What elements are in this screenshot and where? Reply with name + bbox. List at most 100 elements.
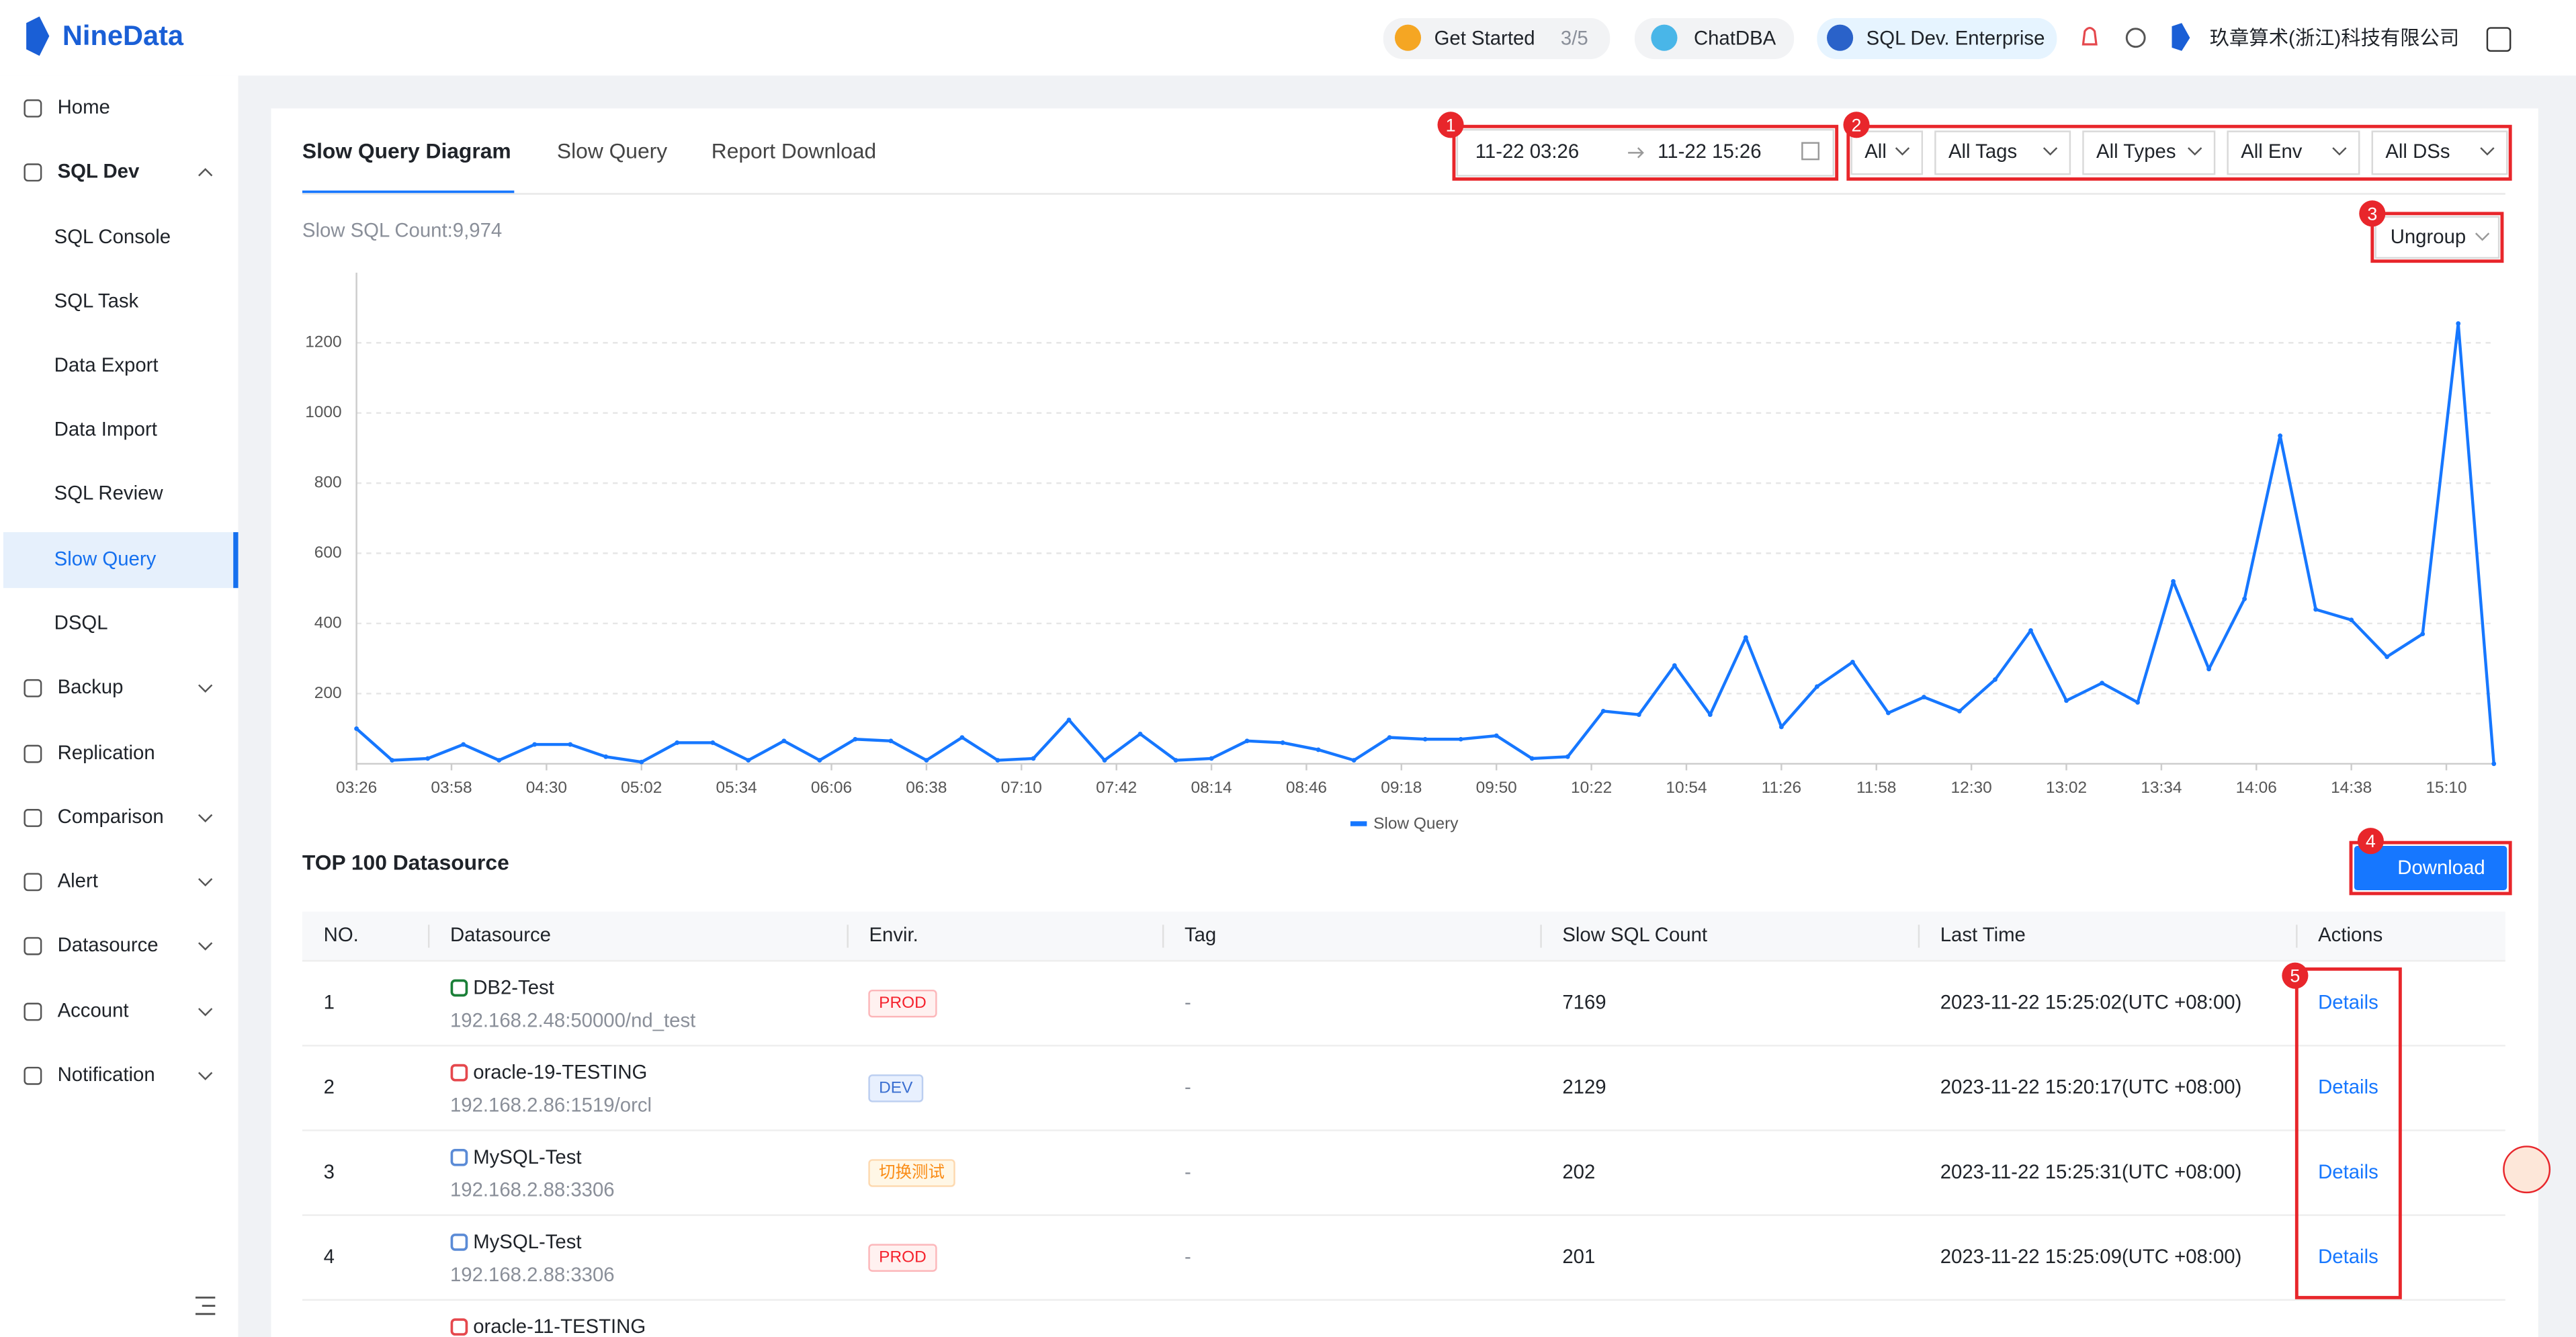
menu-item[interactable]: Datasource	[58, 934, 159, 956]
tab[interactable]: Slow Query Diagram	[302, 139, 511, 163]
chevron	[198, 168, 213, 177]
cell-time: 2023-11-22 15:20:17(UTC +08:00)	[1940, 1076, 2242, 1098]
menu-item[interactable]: Alert	[58, 870, 98, 892]
start-date[interactable]: 11-22 03:26	[1475, 140, 1579, 163]
menu-item[interactable]: SQL Task	[54, 290, 139, 312]
chevron	[198, 684, 213, 693]
download-button[interactable]	[2354, 846, 2507, 891]
cell-no: 2	[324, 1076, 335, 1098]
y-tick-label: 1000	[305, 403, 341, 421]
menu-item[interactable]: SQL Review	[54, 482, 164, 505]
group-select[interactable]	[2374, 216, 2500, 259]
menu-item[interactable]: SQL Dev	[58, 160, 140, 182]
get-started-button[interactable]	[1383, 17, 1611, 60]
datasource-name[interactable]: MySQL-Test	[473, 1231, 581, 1253]
edition-label: SQL Dev. Enterprise	[1866, 27, 2045, 49]
language-icon[interactable]	[2486, 27, 2511, 52]
company[interactable]: 玖章算术(浙江)科技有限公司	[2210, 27, 2460, 49]
point	[1707, 712, 1713, 718]
point	[710, 740, 716, 745]
cell-count: 201	[1562, 1246, 1595, 1268]
menu-item[interactable]: Backup	[58, 676, 124, 698]
menu-item[interactable]: DSQL	[54, 612, 108, 634]
datasource-name[interactable]: DB2-Test	[473, 976, 554, 998]
datasource-name[interactable]: oracle-19-TESTING	[473, 1062, 647, 1084]
cell-tag: -	[1185, 991, 1191, 1013]
cell-tag: -	[1185, 1246, 1191, 1268]
point	[888, 738, 894, 744]
point	[1173, 758, 1178, 763]
cell-no: 1	[324, 991, 335, 1013]
menu-item[interactable]: SQL Console	[54, 226, 171, 248]
highlight-box	[1846, 124, 2512, 181]
annotation-marker	[1437, 112, 1464, 138]
datasource-name[interactable]: oracle-11-TESTING	[473, 1316, 646, 1337]
cell-count: 7169	[1562, 991, 1606, 1013]
chevron	[2188, 147, 2202, 156]
menu-item[interactable]: Account	[58, 1000, 129, 1022]
bell-icon[interactable]	[2081, 26, 2098, 46]
point	[817, 758, 822, 763]
progress: 3/5	[1561, 27, 1588, 49]
menu-item[interactable]: Notification	[58, 1064, 155, 1086]
cell-time: 2023-11-22 15:25:31(UTC +08:00)	[1940, 1161, 2242, 1183]
datasource-address: 192.168.2.48:50000/nd_test	[450, 1009, 695, 1031]
tab[interactable]: Slow Query	[557, 139, 667, 163]
menu-item[interactable]: Data Export	[54, 354, 159, 376]
details-link[interactable]: Details	[2318, 1246, 2378, 1268]
point	[425, 756, 431, 761]
x-tick-label: 06:06	[811, 779, 852, 797]
details-link[interactable]: Details	[2318, 1076, 2378, 1098]
x-tick-label: 04:30	[526, 779, 567, 797]
cell-time: 2023-11-22 15:25:02(UTC +08:00)	[1940, 991, 2242, 1013]
collapse-icon[interactable]	[195, 1296, 216, 1316]
cell-no: 3	[324, 1161, 335, 1183]
menu-icon	[24, 99, 42, 118]
point	[2100, 681, 2104, 686]
menu-icon	[24, 744, 42, 763]
assistant-avatar[interactable]	[2503, 1146, 2551, 1194]
logo[interactable]: NineData	[62, 19, 184, 51]
chevron	[198, 1072, 213, 1080]
select-label: All Tags	[1948, 140, 2017, 163]
end-date[interactable]: 11-22 15:26	[1658, 140, 1761, 163]
tab[interactable]: Report Download	[712, 139, 876, 163]
arrow	[1628, 147, 1644, 159]
details-link[interactable]: Details	[2318, 1161, 2378, 1183]
sidebar	[0, 75, 239, 1337]
point	[2349, 617, 2354, 623]
env-label: 切换测试	[879, 1162, 945, 1181]
menu-item[interactable]: Data Import	[54, 418, 157, 440]
x-tick-label: 03:26	[336, 779, 377, 797]
point	[1209, 756, 1214, 761]
point	[639, 759, 644, 765]
chevron	[198, 942, 213, 951]
point	[1351, 758, 1357, 763]
menu-item[interactable]: Home	[58, 96, 110, 118]
x-tick-label: 10:22	[1571, 779, 1612, 797]
company-icon	[2172, 23, 2190, 51]
point	[1529, 756, 1535, 761]
point	[1636, 712, 1641, 718]
menu-icon	[24, 937, 42, 955]
point	[2028, 628, 2033, 633]
point	[1565, 754, 1570, 759]
datasource-name[interactable]: MySQL-Test	[473, 1146, 581, 1168]
x-tick-label: 06:38	[906, 779, 947, 797]
menu-item[interactable]: Replication	[58, 742, 155, 764]
date-range[interactable]	[1456, 128, 1835, 177]
select[interactable]	[1850, 130, 1924, 175]
details-link[interactable]: Details	[2318, 991, 2378, 1013]
cell-time: 2023-11-22 15:25:09(UTC +08:00)	[1940, 1246, 2242, 1268]
legend-label[interactable]: Slow Query	[1373, 815, 1459, 833]
help-icon[interactable]	[2125, 28, 2146, 48]
edition-button[interactable]	[1817, 17, 2057, 60]
menu-item[interactable]: Slow Query	[54, 548, 157, 570]
highlight-box	[2349, 840, 2512, 896]
point	[1850, 659, 1855, 664]
x-tick-label: 13:34	[2141, 779, 2182, 797]
menu-item[interactable]: Comparison	[58, 806, 164, 828]
filter-selects: All All Tags All Types All Env All DSs	[1850, 130, 2508, 175]
chatdba-button[interactable]	[1634, 17, 1795, 60]
